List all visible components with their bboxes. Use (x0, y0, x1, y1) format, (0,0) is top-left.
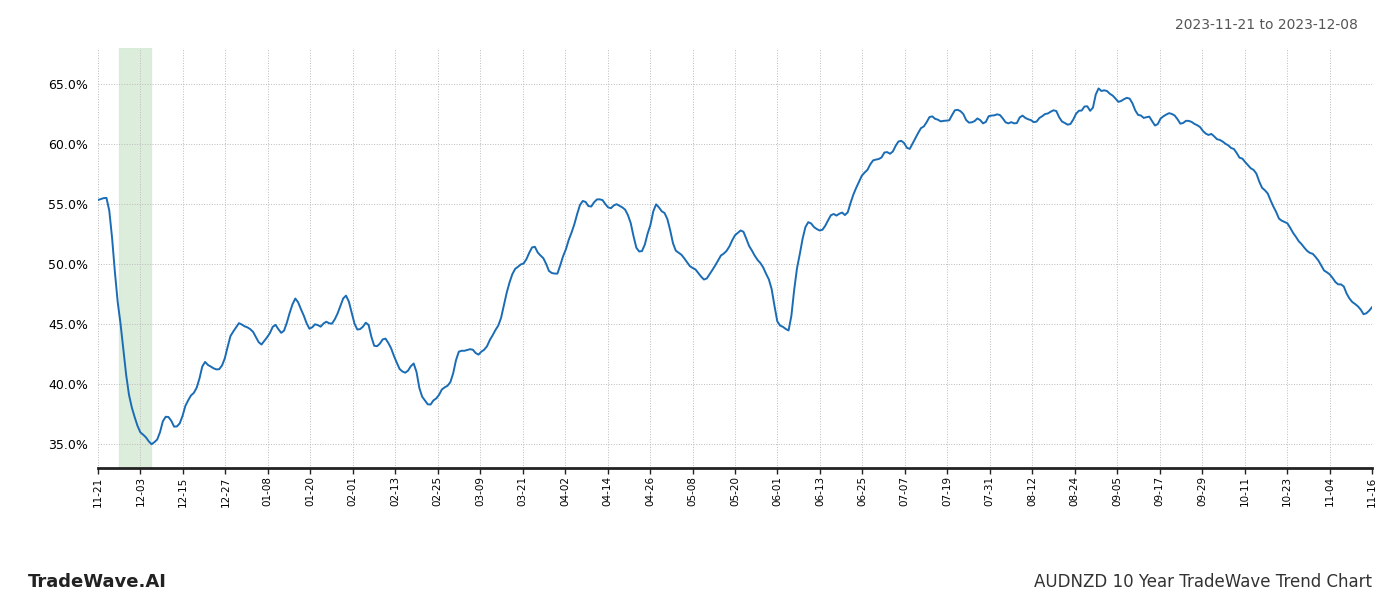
Text: 2023-11-21 to 2023-12-08: 2023-11-21 to 2023-12-08 (1175, 18, 1358, 32)
Bar (119, 48, 151, 468)
Text: TradeWave.AI: TradeWave.AI (28, 573, 167, 591)
Text: AUDNZD 10 Year TradeWave Trend Chart: AUDNZD 10 Year TradeWave Trend Chart (1035, 573, 1372, 591)
